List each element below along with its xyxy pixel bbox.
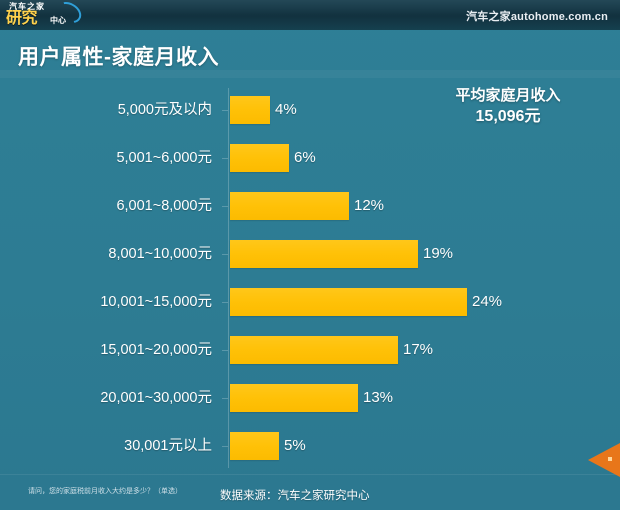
average-income-callout: 平均家庭月收入 15,096元 [408, 86, 608, 127]
category-label: 10,001~15,000元 [100, 294, 212, 310]
brand-url: 汽车之家autohome.com.cn [466, 11, 608, 23]
bar-value-label: 12% [354, 197, 385, 214]
orange-arrow-marker [588, 443, 620, 477]
chart-bar [230, 192, 349, 220]
chart-bar [230, 432, 279, 460]
bar-value-label: 24% [472, 293, 503, 310]
axis-tick [222, 398, 228, 399]
chart-bar [230, 336, 398, 364]
chart-row: 15,001~20,000元 17% [0, 326, 620, 374]
income-bar-chart: 5,000元及以内 4% 5,001~6,000元 6% 6,001~8,000元 12%… [0, 84, 620, 472]
logo-top-text: 汽车之家 [9, 2, 45, 11]
chart-row: 30,001元以上 5% [0, 422, 620, 470]
logo-sub-text: 中心 [50, 16, 66, 25]
top-bar: 汽车之家 研究 中心 汽车之家autohome.com.cn [0, 0, 620, 30]
axis-tick [222, 158, 228, 159]
average-income-value: 15,096元 [475, 108, 541, 125]
chart-row: 20,001~30,000元 13% [0, 374, 620, 422]
axis-tick [222, 302, 228, 303]
chart-row: 8,001~10,000元 19% [0, 230, 620, 278]
bar-value-label: 6% [294, 149, 316, 166]
bar-value-label: 4% [275, 101, 297, 118]
footer-divider [0, 474, 620, 475]
autohome-research-logo: 汽车之家 研究 中心 [4, 0, 86, 30]
category-label: 15,001~20,000元 [100, 342, 212, 358]
chart-bar [230, 144, 289, 172]
axis-tick [222, 446, 228, 447]
data-source-text: 数据来源：汽车之家研究中心 [220, 490, 370, 502]
bar-value-label: 17% [403, 341, 434, 358]
category-label: 5,001~6,000元 [116, 150, 212, 166]
survey-question-text: 请问，您的家庭税前月收入大约是多少？（单选） [28, 488, 182, 495]
category-label: 20,001~30,000元 [100, 390, 212, 406]
category-label: 8,001~10,000元 [108, 246, 212, 262]
title-underband [0, 70, 620, 78]
average-income-label: 平均家庭月收入 [455, 87, 561, 104]
page-title: 用户属性-家庭月收入 [18, 46, 219, 69]
logo-main-text: 研究 [6, 10, 38, 27]
chart-row: 10,001~15,000元 24% [0, 278, 620, 326]
bar-value-label: 5% [284, 437, 306, 454]
chart-bar [230, 288, 467, 316]
chart-axis-line [228, 88, 229, 468]
category-label: 5,000元及以内 [117, 102, 212, 118]
arrow-dot-icon [608, 457, 612, 461]
chart-row: 6,001~8,000元 12% [0, 182, 620, 230]
axis-tick [222, 206, 228, 207]
axis-tick [222, 254, 228, 255]
chart-row: 5,001~6,000元 6% [0, 134, 620, 182]
chart-row: 5,000元及以内 4% [0, 86, 620, 134]
category-label: 30,001元以上 [124, 438, 212, 454]
bar-value-label: 19% [423, 245, 454, 262]
chart-bar [230, 240, 418, 268]
chart-bar [230, 384, 358, 412]
chart-bar [230, 96, 270, 124]
axis-tick [222, 350, 228, 351]
axis-tick [222, 110, 228, 111]
category-label: 6,001~8,000元 [116, 198, 212, 214]
bar-value-label: 13% [363, 389, 394, 406]
